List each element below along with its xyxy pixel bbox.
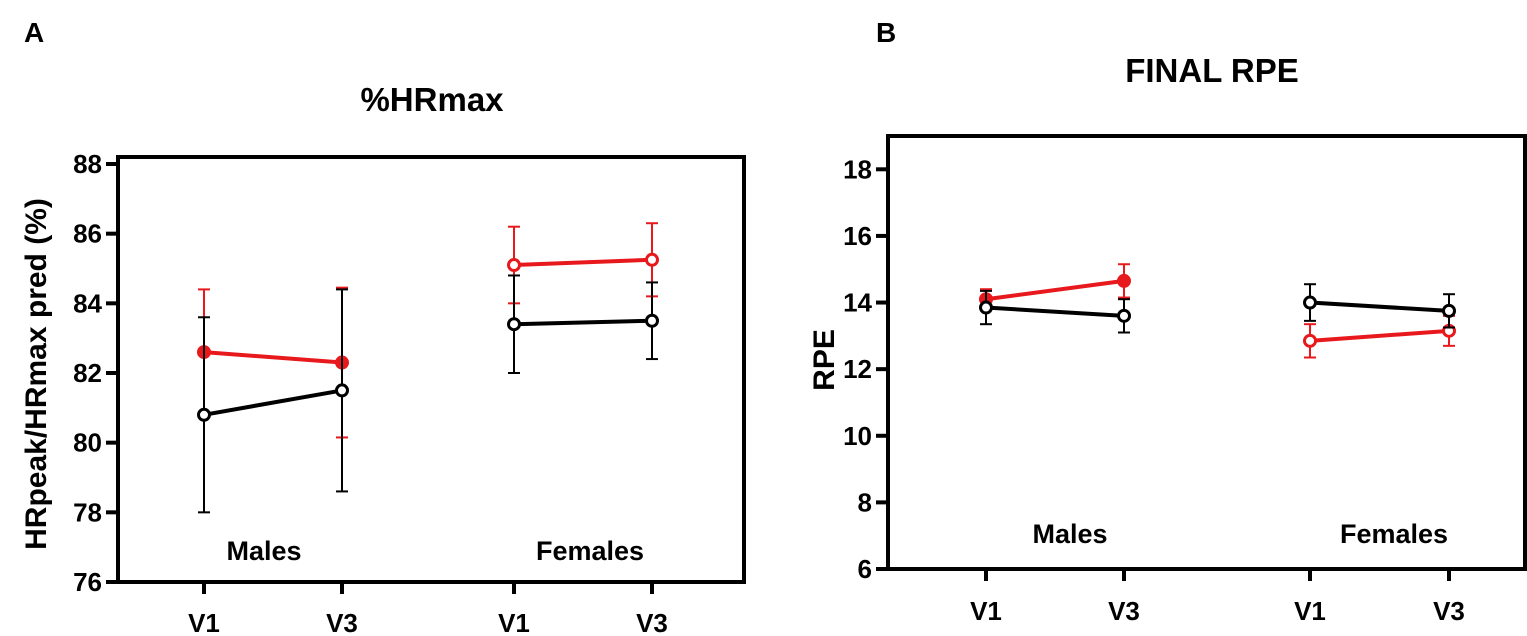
panel-b-data-point [1442,303,1456,318]
panel-a-data-point [197,407,211,422]
panel-b-y-tick-label: 8 [858,487,872,517]
panel-a-x-tick-label: V3 [636,608,668,636]
panel-a-y-tick-label: 84 [73,288,102,318]
panel-b-data-point [979,300,993,315]
panel-a-marks [197,222,659,514]
panel-b-y-tick-label: 18 [843,154,872,184]
panel-b-y-tick-label: 14 [843,288,872,318]
panel-a-x-tick-label: V1 [188,608,220,636]
panel-a-y-tick-label: 78 [73,497,102,527]
panel-b-y-axis-label: RPE [808,329,841,391]
panel-a-series-line [513,257,653,268]
panel-a-letter: A [24,17,44,48]
panel-a-x-tick-label: V3 [326,608,358,636]
panel-b-title: FINAL RPE [1125,52,1299,89]
panel-b-series-line [985,278,1125,302]
panel-b-axes: 6 8 10 12 14 16 18 V1 V3 V1 V3 Males Females [843,134,1527,626]
panel-b-x-tick-label: V1 [970,596,1002,626]
panel-a-x-tick-label: V1 [498,608,530,636]
panel-b-x-tick-label: V3 [1108,596,1140,626]
panel-b-data-point [1117,273,1131,288]
panel-a-series-1 [197,274,659,514]
panel-b-group-label: Females [1340,519,1448,549]
panel-b-y-tick-label: 10 [843,421,872,451]
panel-a-data-point [507,317,521,332]
panel-b-data-point [1303,295,1317,310]
panel-a-y-tick-label: 86 [73,219,102,249]
panel-b-x-tick-label: V3 [1433,596,1465,626]
panel-b-y-tick-label: 6 [858,554,872,584]
panel-a-series-line [513,318,653,327]
panel-b-series-line [1309,328,1450,343]
panel-a-data-point [335,383,349,398]
panel-a-group-label: Females [536,536,644,566]
panel-a: A %HRmax HRpeak/HRmax pred (%) 76 78 80 82 8… [20,17,746,636]
panel-a-data-point [645,252,659,267]
panel-a-title: %HRmax [360,81,504,118]
panel-b-series-line [1309,300,1450,313]
panel-b-letter: B [876,17,896,48]
panel-b-series-1 [979,283,1456,334]
panel-b-y-tick-label: 12 [843,354,872,384]
panel-b-y-tick-label: 16 [843,221,872,251]
panel-a-data-point [507,258,521,273]
panel-b-group-label: Males [1032,519,1107,549]
panel-a-y-tick-label: 82 [73,358,102,388]
panel-b-data-point [1117,308,1131,323]
panel-a-y-axis-label: HRpeak/HRmax pred (%) [20,198,53,550]
panel-b-marks [979,263,1456,359]
panel-b-data-point [1303,333,1317,348]
panel-a-y-tick-label: 88 [73,149,102,179]
panel-a-data-point [645,313,659,328]
panel-a-y-tick-label: 80 [73,428,102,458]
panel-a-series-line [203,388,343,417]
panel-a-axes: 76 78 80 82 84 86 88 V1 V3 V1 V3 Males Females [73,149,746,636]
panel-b-series-line [985,305,1125,318]
panel-a-group-label: Males [226,536,301,566]
panel-a-series-line [203,350,343,365]
panel-a-y-tick-label: 76 [73,567,102,597]
panel-b-x-tick-label: V1 [1294,596,1326,626]
panel-b: B FINAL RPE RPE 6 8 10 12 14 16 18 V1 V3 V1 V3 Male… [808,17,1527,626]
